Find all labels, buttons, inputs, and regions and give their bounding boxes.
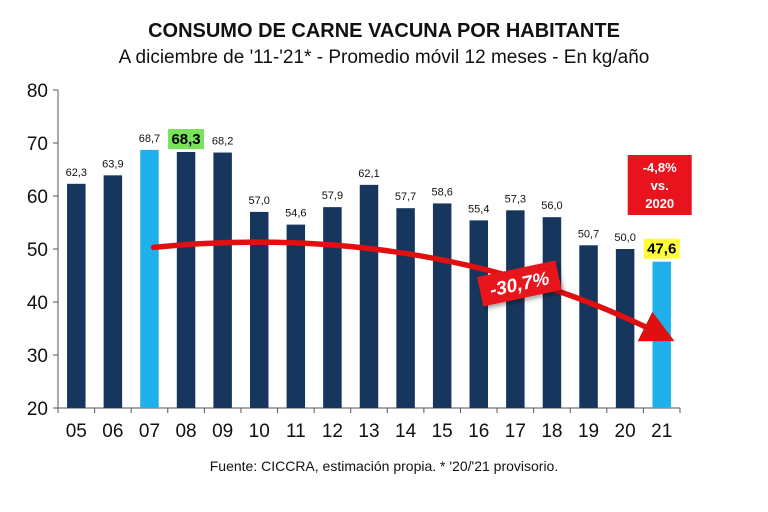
- y-tick-label: 40: [27, 293, 48, 314]
- x-tick-label: 19: [578, 421, 599, 442]
- bar: [396, 208, 415, 408]
- x-tick-label: 13: [358, 421, 379, 442]
- y-tick-label: 60: [27, 187, 48, 208]
- y-tick-label: 50: [27, 240, 48, 261]
- value-label-box: [168, 129, 205, 150]
- x-tick-label: 07: [139, 421, 160, 442]
- bar: [542, 217, 562, 408]
- bar: [249, 211, 269, 408]
- comparison-callout-text: -4,8%: [643, 160, 677, 175]
- value-label: 68,3: [171, 131, 200, 148]
- value-label: 68,2: [212, 136, 233, 148]
- bar: [323, 207, 342, 408]
- bar: [213, 152, 232, 408]
- value-label: 57,0: [249, 195, 270, 207]
- x-tick-label: 15: [432, 421, 453, 442]
- x-tick-label: 20: [615, 421, 636, 442]
- comparison-callout-text: 2020: [645, 196, 674, 211]
- value-label: 57,3: [505, 193, 526, 205]
- x-tick-label: 21: [651, 421, 672, 442]
- x-tick-label: 09: [212, 421, 233, 442]
- trend-arrow: [150, 239, 675, 342]
- value-label: 55,4: [468, 203, 489, 215]
- bar: [506, 210, 525, 408]
- value-label: 63,9: [102, 158, 123, 170]
- x-tick-label: 14: [395, 421, 417, 442]
- comparison-callout-box: [627, 155, 692, 215]
- trend-label-box: [477, 260, 562, 307]
- value-label-box: [643, 238, 680, 259]
- x-tick-label: 10: [249, 421, 270, 442]
- chart-source: Fuente: CICCRA, estimación propia. * '20…: [209, 458, 559, 474]
- y-tick-label: 20: [27, 399, 48, 420]
- x-tick-label: 08: [175, 421, 196, 442]
- bar: [140, 149, 159, 408]
- chart-subtitle: A diciembre de '11-'21* - Promedio móvil…: [118, 47, 650, 68]
- value-label: 56,0: [541, 200, 562, 212]
- value-label: 50,0: [614, 232, 635, 244]
- value-label: 58,6: [431, 186, 452, 198]
- bar: [615, 249, 635, 408]
- value-label: 68,7: [139, 133, 160, 145]
- value-label: 57,7: [395, 191, 416, 203]
- x-tick-label: 17: [505, 421, 526, 442]
- value-label: 54,6: [285, 208, 306, 220]
- bar: [103, 175, 123, 408]
- x-tick-label: 06: [102, 421, 123, 442]
- chart-title: CONSUMO DE CARNE VACUNA POR HABITANTE: [148, 20, 620, 42]
- x-tick-label: 12: [322, 421, 343, 442]
- bar: [432, 203, 452, 408]
- x-tick-label: 18: [541, 421, 562, 442]
- value-label: 57,9: [322, 190, 343, 202]
- bar: [67, 183, 86, 408]
- bar: [579, 245, 598, 408]
- bar: [469, 220, 489, 408]
- y-tick-label: 70: [27, 134, 48, 155]
- value-label: 50,7: [578, 228, 599, 240]
- y-tick-label: 30: [27, 346, 48, 367]
- bar: [176, 152, 196, 408]
- trend-label-group: -30,7%: [477, 260, 562, 307]
- x-tick-label: 05: [66, 421, 87, 442]
- bar: [286, 224, 306, 408]
- value-label: 47,6: [647, 241, 676, 258]
- x-tick-label: 16: [468, 421, 489, 442]
- value-label: 62,1: [358, 168, 379, 180]
- y-tick-label: 80: [27, 81, 48, 102]
- comparison-callout-text: vs.: [651, 178, 669, 193]
- x-tick-label: 11: [286, 421, 306, 442]
- value-label: 62,3: [66, 167, 87, 179]
- bar: [359, 184, 379, 408]
